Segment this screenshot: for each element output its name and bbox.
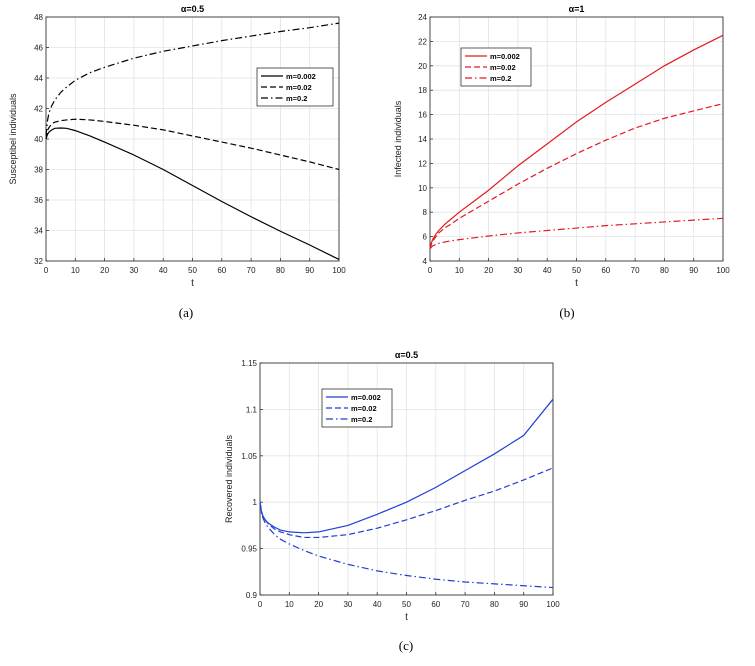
y-tick-label: 8	[423, 208, 428, 217]
series-line-1	[429, 34, 724, 249]
y-tick-label: 34	[34, 227, 43, 236]
legend: m=0.002 m=0.02 m=0.2	[321, 388, 393, 428]
x-tick-label: 10	[455, 266, 464, 275]
y-tick-label: 20	[418, 62, 427, 71]
legend-box	[460, 47, 532, 87]
chart-title: α=0.5	[181, 4, 204, 14]
legend-label: m=0.02	[351, 404, 377, 413]
y-tick-label: 24	[418, 13, 427, 22]
y-axis-label: Infected individuals	[393, 100, 403, 177]
x-tick-label: 0	[258, 600, 263, 609]
y-tick-label: 14	[418, 135, 427, 144]
series-line-1	[45, 127, 340, 261]
x-tick-label: 80	[660, 266, 669, 275]
series-line-2	[429, 103, 724, 249]
x-tick-label: 90	[305, 266, 314, 275]
panel-caption: (b)	[559, 305, 574, 320]
y-tick-label: 10	[418, 184, 427, 193]
x-axis-label: t	[191, 278, 194, 289]
x-tick-label: 50	[188, 266, 197, 275]
y-tick-label: 16	[418, 111, 427, 120]
x-tick-label: 0	[44, 266, 49, 275]
series-line-3	[45, 22, 340, 137]
x-tick-label: 60	[601, 266, 610, 275]
series-line-3	[259, 502, 554, 589]
x-tick-label: 30	[343, 600, 352, 609]
chart-panel-2: 0 10 20 30 40 50 60 70 80 90 100 4 6 8 10 12 14 16 18 20 22 2…	[393, 4, 730, 320]
x-tick-label: 30	[129, 266, 138, 275]
x-axis-label: t	[575, 278, 578, 289]
y-tick-label: 44	[34, 74, 43, 83]
legend-box	[321, 388, 393, 428]
legend-label: m=0.02	[490, 63, 516, 72]
x-tick-label: 20	[314, 600, 323, 609]
x-tick-label: 40	[159, 266, 168, 275]
panel-caption: (a)	[179, 305, 193, 320]
x-tick-label: 100	[546, 600, 560, 609]
legend-label: m=0.002	[490, 52, 520, 61]
panel-caption: (c)	[399, 638, 413, 653]
y-tick-label: 42	[34, 105, 43, 114]
x-tick-label: 70	[247, 266, 256, 275]
y-tick-label: 4	[423, 257, 428, 266]
legend: m=0.002 m=0.02 m=0.2	[256, 67, 334, 107]
x-tick-label: 70	[631, 266, 640, 275]
series-line-2	[259, 467, 554, 539]
y-tick-label: 6	[423, 233, 428, 242]
y-tick-label: 32	[34, 257, 43, 266]
x-tick-label: 60	[431, 600, 440, 609]
x-tick-label: 100	[716, 266, 730, 275]
y-tick-label: 48	[34, 13, 43, 22]
y-axis-label: Susceptibel individuals	[8, 93, 18, 185]
x-tick-label: 30	[513, 266, 522, 275]
x-tick-label: 100	[332, 266, 346, 275]
x-tick-label: 20	[484, 266, 493, 275]
legend-label: m=0.002	[286, 72, 316, 81]
x-tick-label: 50	[402, 600, 411, 609]
y-tick-label: 0.9	[246, 591, 258, 600]
axes-frame	[259, 362, 554, 596]
y-tick-label: 18	[418, 86, 427, 95]
legend-label: m=0.002	[351, 393, 381, 402]
x-tick-label: 60	[217, 266, 226, 275]
series-line-3	[429, 217, 724, 250]
y-tick-label: 1.05	[241, 452, 257, 461]
y-tick-label: 1.15	[241, 359, 257, 368]
legend-label: m=0.2	[351, 415, 372, 424]
legend-label: m=0.2	[490, 74, 511, 83]
y-axis-label: Recovered individuals	[224, 434, 234, 523]
x-tick-label: 90	[519, 600, 528, 609]
chart-panel-3: 0 10 20 30 40 50 60 70 80 90 100 0.9 0.95 1 1.05 1.1 1.1…	[224, 350, 560, 653]
chart-panel-1: 0 10 20 30 40 50 60 70 80 90 100 32 34 36 38 40 42 44 46 48…	[8, 4, 346, 320]
chart-title: α=0.5	[395, 350, 418, 360]
y-tick-label: 1	[253, 498, 258, 507]
y-tick-label: 38	[34, 166, 43, 175]
x-tick-label: 70	[461, 600, 470, 609]
legend: m=0.002 m=0.02 m=0.2	[460, 47, 532, 87]
y-tick-label: 22	[418, 37, 427, 46]
x-tick-label: 50	[572, 266, 581, 275]
axes-frame	[429, 16, 724, 262]
x-tick-label: 10	[71, 266, 80, 275]
y-tick-label: 12	[418, 159, 427, 168]
y-tick-label: 40	[34, 135, 43, 144]
x-tick-label: 40	[373, 600, 382, 609]
x-tick-label: 80	[490, 600, 499, 609]
x-tick-label: 10	[285, 600, 294, 609]
x-tick-label: 0	[428, 266, 433, 275]
legend-label: m=0.2	[286, 94, 307, 103]
x-tick-label: 20	[100, 266, 109, 275]
x-tick-label: 40	[543, 266, 552, 275]
y-tick-label: 1.1	[246, 405, 258, 414]
x-tick-label: 80	[276, 266, 285, 275]
legend-label: m=0.02	[286, 83, 312, 92]
legend-box	[256, 67, 334, 107]
y-tick-label: 46	[34, 44, 43, 53]
y-tick-label: 0.95	[241, 545, 257, 554]
x-tick-label: 90	[689, 266, 698, 275]
y-tick-label: 36	[34, 196, 43, 205]
x-axis-label: t	[405, 612, 408, 623]
chart-title: α=1	[569, 4, 585, 14]
